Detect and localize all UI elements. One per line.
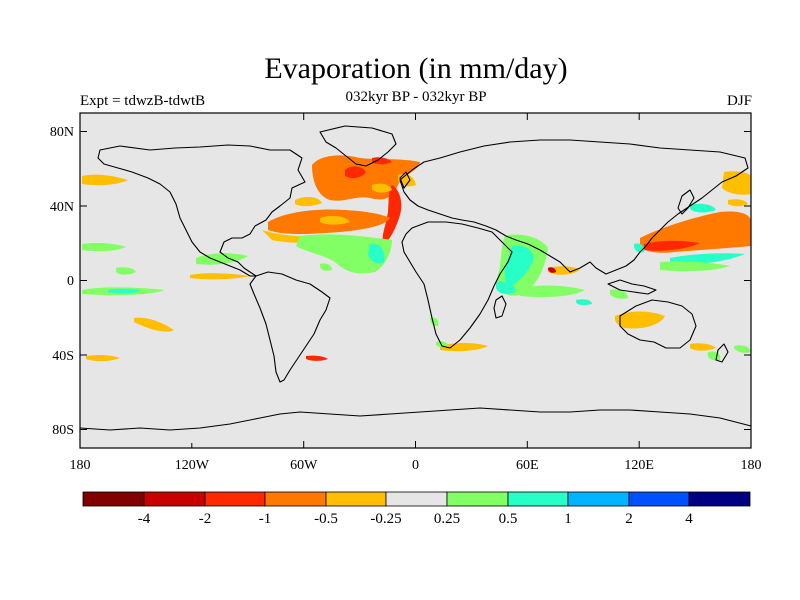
colorbar-box-6: [385, 491, 448, 507]
colorbar-label-6: 0.25: [434, 511, 460, 527]
anomaly-pacific-green-2: [116, 267, 136, 275]
anomaly-sa-red: [306, 355, 328, 361]
anomaly-field: [82, 155, 751, 362]
season-label: DJF: [726, 93, 752, 109]
lon-label-120w: 120W: [175, 458, 210, 473]
coast-uk: [399, 171, 411, 189]
anomaly-aus-yellow-2: [690, 343, 716, 351]
colorbar-label-2: -2: [199, 511, 212, 527]
lon-label-120e: 120E: [624, 458, 654, 473]
lon-label-180e: 180: [741, 458, 762, 473]
colorbar-box-2: [143, 491, 206, 507]
anomaly-indian-cyan-south: [576, 299, 592, 306]
colorbar-label-3: -1: [259, 511, 272, 527]
coast-indonesia: [607, 279, 657, 295]
anomaly-atlantic-yellow-3: [320, 215, 350, 225]
colorbar-box-8: [507, 491, 569, 507]
lon-label-60w: 60W: [290, 458, 318, 473]
anomaly-sp-green-east-2: [734, 345, 751, 353]
colorbar-box-5: [325, 491, 387, 507]
colorbar-box-3: [204, 491, 266, 507]
anomaly-tropical-atlantic-green: [296, 234, 392, 274]
anomaly-arabian-yellow: [548, 266, 580, 275]
coast-antarctica: [79, 407, 752, 431]
anomaly-caribbean-green: [196, 253, 248, 265]
anomaly-atlantic-yellow-2: [372, 183, 392, 193]
anomaly-west-pacific-green-2: [660, 261, 730, 272]
anomaly-atlantic-yellow: [295, 196, 322, 207]
anomaly-eq-pacific-yellow: [190, 273, 250, 280]
lon-label-0: 0: [412, 458, 419, 473]
anomaly-indian-cyan: [504, 245, 534, 286]
coast-madagascar: [493, 295, 507, 319]
lat-label-80n: 80N: [50, 125, 74, 140]
anomaly-kuroshio-yellow: [722, 171, 751, 195]
colorbar-box-9: [567, 491, 630, 507]
coast-japan: [677, 189, 695, 215]
map-title: Evaporation (in mm/day): [264, 52, 568, 85]
anomaly-pacific-green-1: [82, 243, 126, 252]
lat-label-0: 0: [67, 274, 74, 289]
colorbar: [82, 491, 751, 507]
coast-eurasia: [399, 139, 749, 275]
colorbar-label-1: -4: [138, 511, 151, 527]
colorbar-label-7: 0.5: [499, 511, 518, 527]
anomaly-indian-green-south: [520, 285, 585, 298]
coast-greenland: [319, 125, 397, 167]
anomaly-iceland-red: [372, 157, 392, 165]
coast-africa: [401, 221, 513, 349]
anomaly-arabian-red: [548, 267, 556, 273]
anomaly-green-patch: [320, 263, 332, 271]
lat-label-80s: 80S: [52, 423, 74, 438]
coast-south-america: [249, 271, 331, 383]
anomaly-sp-yellow-2: [86, 354, 120, 362]
lat-label-40n: 40N: [50, 200, 74, 215]
lon-axis: [79, 113, 752, 448]
colorbar-label-9: 2: [625, 511, 633, 527]
anomaly-indian-cyan-2: [496, 281, 516, 295]
colorbar-box-4: [264, 491, 327, 507]
colorbar-box-7: [446, 491, 509, 507]
anomaly-aus-yellow: [614, 311, 665, 329]
anomaly-tropical-atlantic-cyan: [368, 243, 385, 264]
anomaly-atlantic-red: [382, 185, 402, 244]
anomaly-wp-yellow: [728, 199, 748, 207]
colorbar-label-5: -0.25: [370, 511, 401, 527]
coast-north-america: [97, 144, 306, 277]
coastlines: [79, 125, 752, 431]
coast-australia: [619, 299, 697, 349]
colorbar-label-8: 1: [564, 511, 572, 527]
anomaly-sp-yellow-1: [134, 317, 174, 332]
lon-label-180w: 180: [70, 458, 91, 473]
colorbar-box-1: [82, 491, 145, 507]
colorbar-box-11: [688, 491, 751, 507]
colorbar-box-10: [628, 491, 690, 507]
anomaly-pacific-ne-yellow: [82, 174, 128, 186]
colorbar-label-10: 4: [685, 511, 693, 527]
experiment-label: Expt = tdwzB-tdwtB: [80, 93, 206, 109]
coast-new-zealand: [715, 343, 729, 363]
anomaly-sa-yellow: [440, 343, 488, 352]
lat-label-40s: 40S: [52, 349, 74, 364]
anomaly-sa-green-2: [436, 341, 448, 348]
lon-label-60e: 60E: [516, 458, 539, 473]
colorbar-label-4: -0.5: [314, 511, 338, 527]
colorbar-labels: -4 -2 -1 -0.5 -0.25 0.25 0.5 1 2 4: [138, 511, 694, 527]
anomaly-eq-pacific-cyan: [108, 288, 142, 294]
anomaly-labrador-red: [345, 166, 366, 179]
lat-axis: [80, 131, 751, 430]
anomaly-north-pacific-cyan: [690, 203, 716, 213]
period-label: 032kyr BP - 032kyr BP: [345, 89, 487, 105]
anomaly-west-pacific-green: [610, 289, 628, 299]
anomaly-kuroshio-red: [644, 240, 700, 251]
